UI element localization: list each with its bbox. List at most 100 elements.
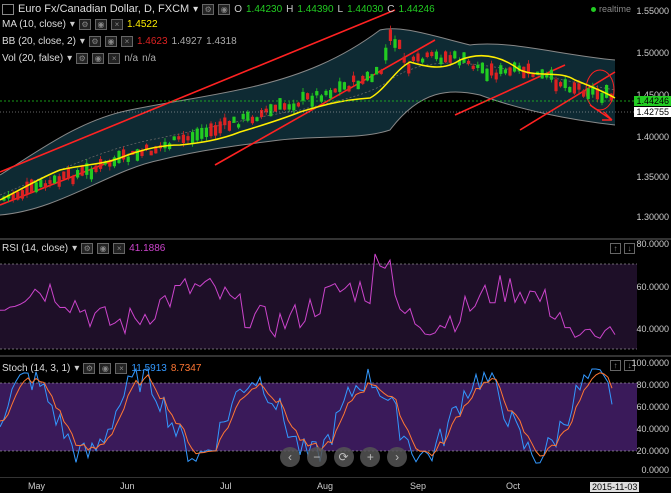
candle-body — [591, 85, 595, 95]
zoom-out-button[interactable]: − — [306, 447, 327, 467]
stoch-axis[interactable]: 100.0000 80.0000 60.0000 40.0000 20.0000… — [631, 357, 671, 477]
candle-body — [503, 69, 507, 74]
candle-body — [43, 183, 47, 188]
candle-body — [71, 176, 75, 185]
candle-body — [319, 95, 323, 102]
candle-body — [296, 102, 300, 107]
eye-icon[interactable]: ◉ — [218, 3, 231, 15]
settings-icon[interactable]: ⚙ — [88, 36, 101, 47]
stoch-legend: Stoch (14, 3, 1) ▾ ⚙ ◉ × 11.5913 8.7347 — [2, 363, 202, 374]
chevron-down-icon[interactable]: ▾ — [72, 243, 78, 254]
stoch-d-line — [0, 372, 613, 457]
close-icon[interactable]: × — [108, 53, 121, 64]
candle-body — [425, 52, 429, 57]
ma-value: 1.4522 — [126, 19, 158, 30]
arrow-up-icon[interactable]: ↑ — [610, 360, 621, 371]
arrow-down-icon[interactable]: ↓ — [624, 243, 635, 254]
candle-body — [16, 191, 20, 200]
candle-body — [287, 104, 291, 110]
bb-lower-line — [0, 91, 616, 216]
candle-body — [522, 66, 526, 79]
candle-body — [53, 175, 57, 184]
trend-line-1 — [0, 9, 396, 173]
rsi-value: 41.1886 — [129, 243, 166, 254]
time-axis[interactable]: May Jun Jul Aug Sep Oct 2015-11-03 — [0, 477, 671, 493]
candle-body — [85, 163, 89, 175]
eye-icon[interactable]: ◉ — [104, 36, 117, 47]
candle-body — [388, 29, 392, 41]
candle-body — [563, 79, 567, 89]
close-icon[interactable]: × — [120, 36, 133, 47]
realtime-indicator: realtime — [590, 4, 631, 14]
candle-body — [490, 63, 494, 76]
settings-icon[interactable]: ⚙ — [78, 19, 91, 30]
settings-icon[interactable]: ⚙ — [76, 53, 89, 64]
candle-body — [375, 66, 379, 75]
zoom-in-button[interactable]: + — [360, 447, 381, 467]
arrow-down-icon[interactable]: ↓ — [624, 360, 635, 371]
candle-body — [421, 58, 425, 63]
candle-body — [480, 62, 484, 74]
eye-icon[interactable]: ◉ — [92, 53, 105, 64]
candle-body — [411, 56, 415, 61]
reset-zoom-button[interactable]: ⟳ — [333, 447, 354, 467]
candle-body — [103, 161, 107, 165]
candle-body — [39, 179, 43, 187]
stoch-k-line — [0, 367, 613, 464]
eye-icon[interactable]: ◉ — [97, 243, 110, 254]
candle-body — [384, 47, 388, 61]
candle-body — [471, 65, 475, 70]
arrow-up-icon[interactable]: ↑ — [610, 243, 621, 254]
candle-body — [605, 84, 609, 98]
trend-line-3 — [214, 39, 436, 166]
stoch-pane[interactable]: Stoch (14, 3, 1) ▾ ⚙ ◉ × 11.5913 8.7347 … — [0, 357, 637, 477]
candle-body — [407, 63, 411, 74]
eye-icon[interactable]: ◉ — [99, 363, 112, 374]
rsi-pane[interactable]: RSI (14, close) ▾ ⚙ ◉ × 41.1886 ↑ ↓ — [0, 240, 637, 355]
candle-body — [329, 90, 333, 99]
close-icon[interactable]: × — [110, 19, 123, 30]
candle-body — [416, 53, 420, 62]
settings-icon[interactable]: ⚙ — [202, 3, 215, 15]
candle-body — [586, 88, 590, 100]
candle-body — [577, 83, 581, 90]
chevron-down-icon[interactable]: ▾ — [79, 36, 85, 47]
candle-body — [218, 121, 222, 134]
pane-separator[interactable] — [0, 238, 671, 240]
price-chart — [0, 9, 637, 216]
candle-body — [531, 73, 535, 78]
eye-icon[interactable]: ◉ — [94, 19, 107, 30]
pane-controls: ↑ ↓ — [610, 243, 635, 254]
candle-body — [582, 90, 586, 97]
settings-icon[interactable]: ⚙ — [83, 363, 96, 374]
candle-body — [227, 121, 231, 131]
price-pane[interactable]: Euro Fx/Canadian Dollar, D, FXCM ▾ ⚙ ◉ O… — [0, 0, 637, 238]
candle-body — [379, 70, 383, 74]
chart-title[interactable]: Euro Fx/Canadian Dollar, D, FXCM — [18, 3, 190, 15]
vol-legend: Vol (20, false) ▾ ⚙ ◉ × n/a n/a — [2, 53, 156, 64]
scroll-right-button[interactable]: › — [387, 447, 408, 467]
chevron-down-icon[interactable]: ▾ — [69, 19, 75, 30]
candle-body — [122, 149, 126, 160]
candle-body — [66, 167, 70, 178]
stoch-d-value: 8.7347 — [170, 363, 202, 374]
settings-icon[interactable]: ⚙ — [81, 243, 94, 254]
chevron-down-icon[interactable]: ▾ — [74, 363, 80, 374]
candle-body — [181, 134, 185, 144]
candle-body — [554, 79, 558, 92]
candle-body — [278, 98, 282, 110]
chevron-down-icon[interactable]: ▾ — [193, 3, 199, 15]
candle-body — [342, 82, 346, 90]
candle-body — [526, 63, 530, 75]
chevron-down-icon[interactable]: ▾ — [67, 53, 73, 64]
candle-body — [338, 81, 342, 92]
pane-separator[interactable] — [0, 355, 671, 357]
menu-icon[interactable] — [2, 3, 14, 15]
close-icon[interactable]: × — [115, 363, 128, 374]
rsi-axis[interactable]: 80.0000 60.0000 40.0000 — [636, 239, 671, 355]
scroll-left-button[interactable]: ‹ — [280, 447, 300, 467]
price-axis[interactable]: 1.55000 1.50000 1.45000 1.40000 1.35000 … — [634, 0, 671, 238]
close-icon[interactable]: × — [113, 243, 126, 254]
candle-body — [112, 157, 116, 167]
candle-body — [444, 51, 448, 63]
